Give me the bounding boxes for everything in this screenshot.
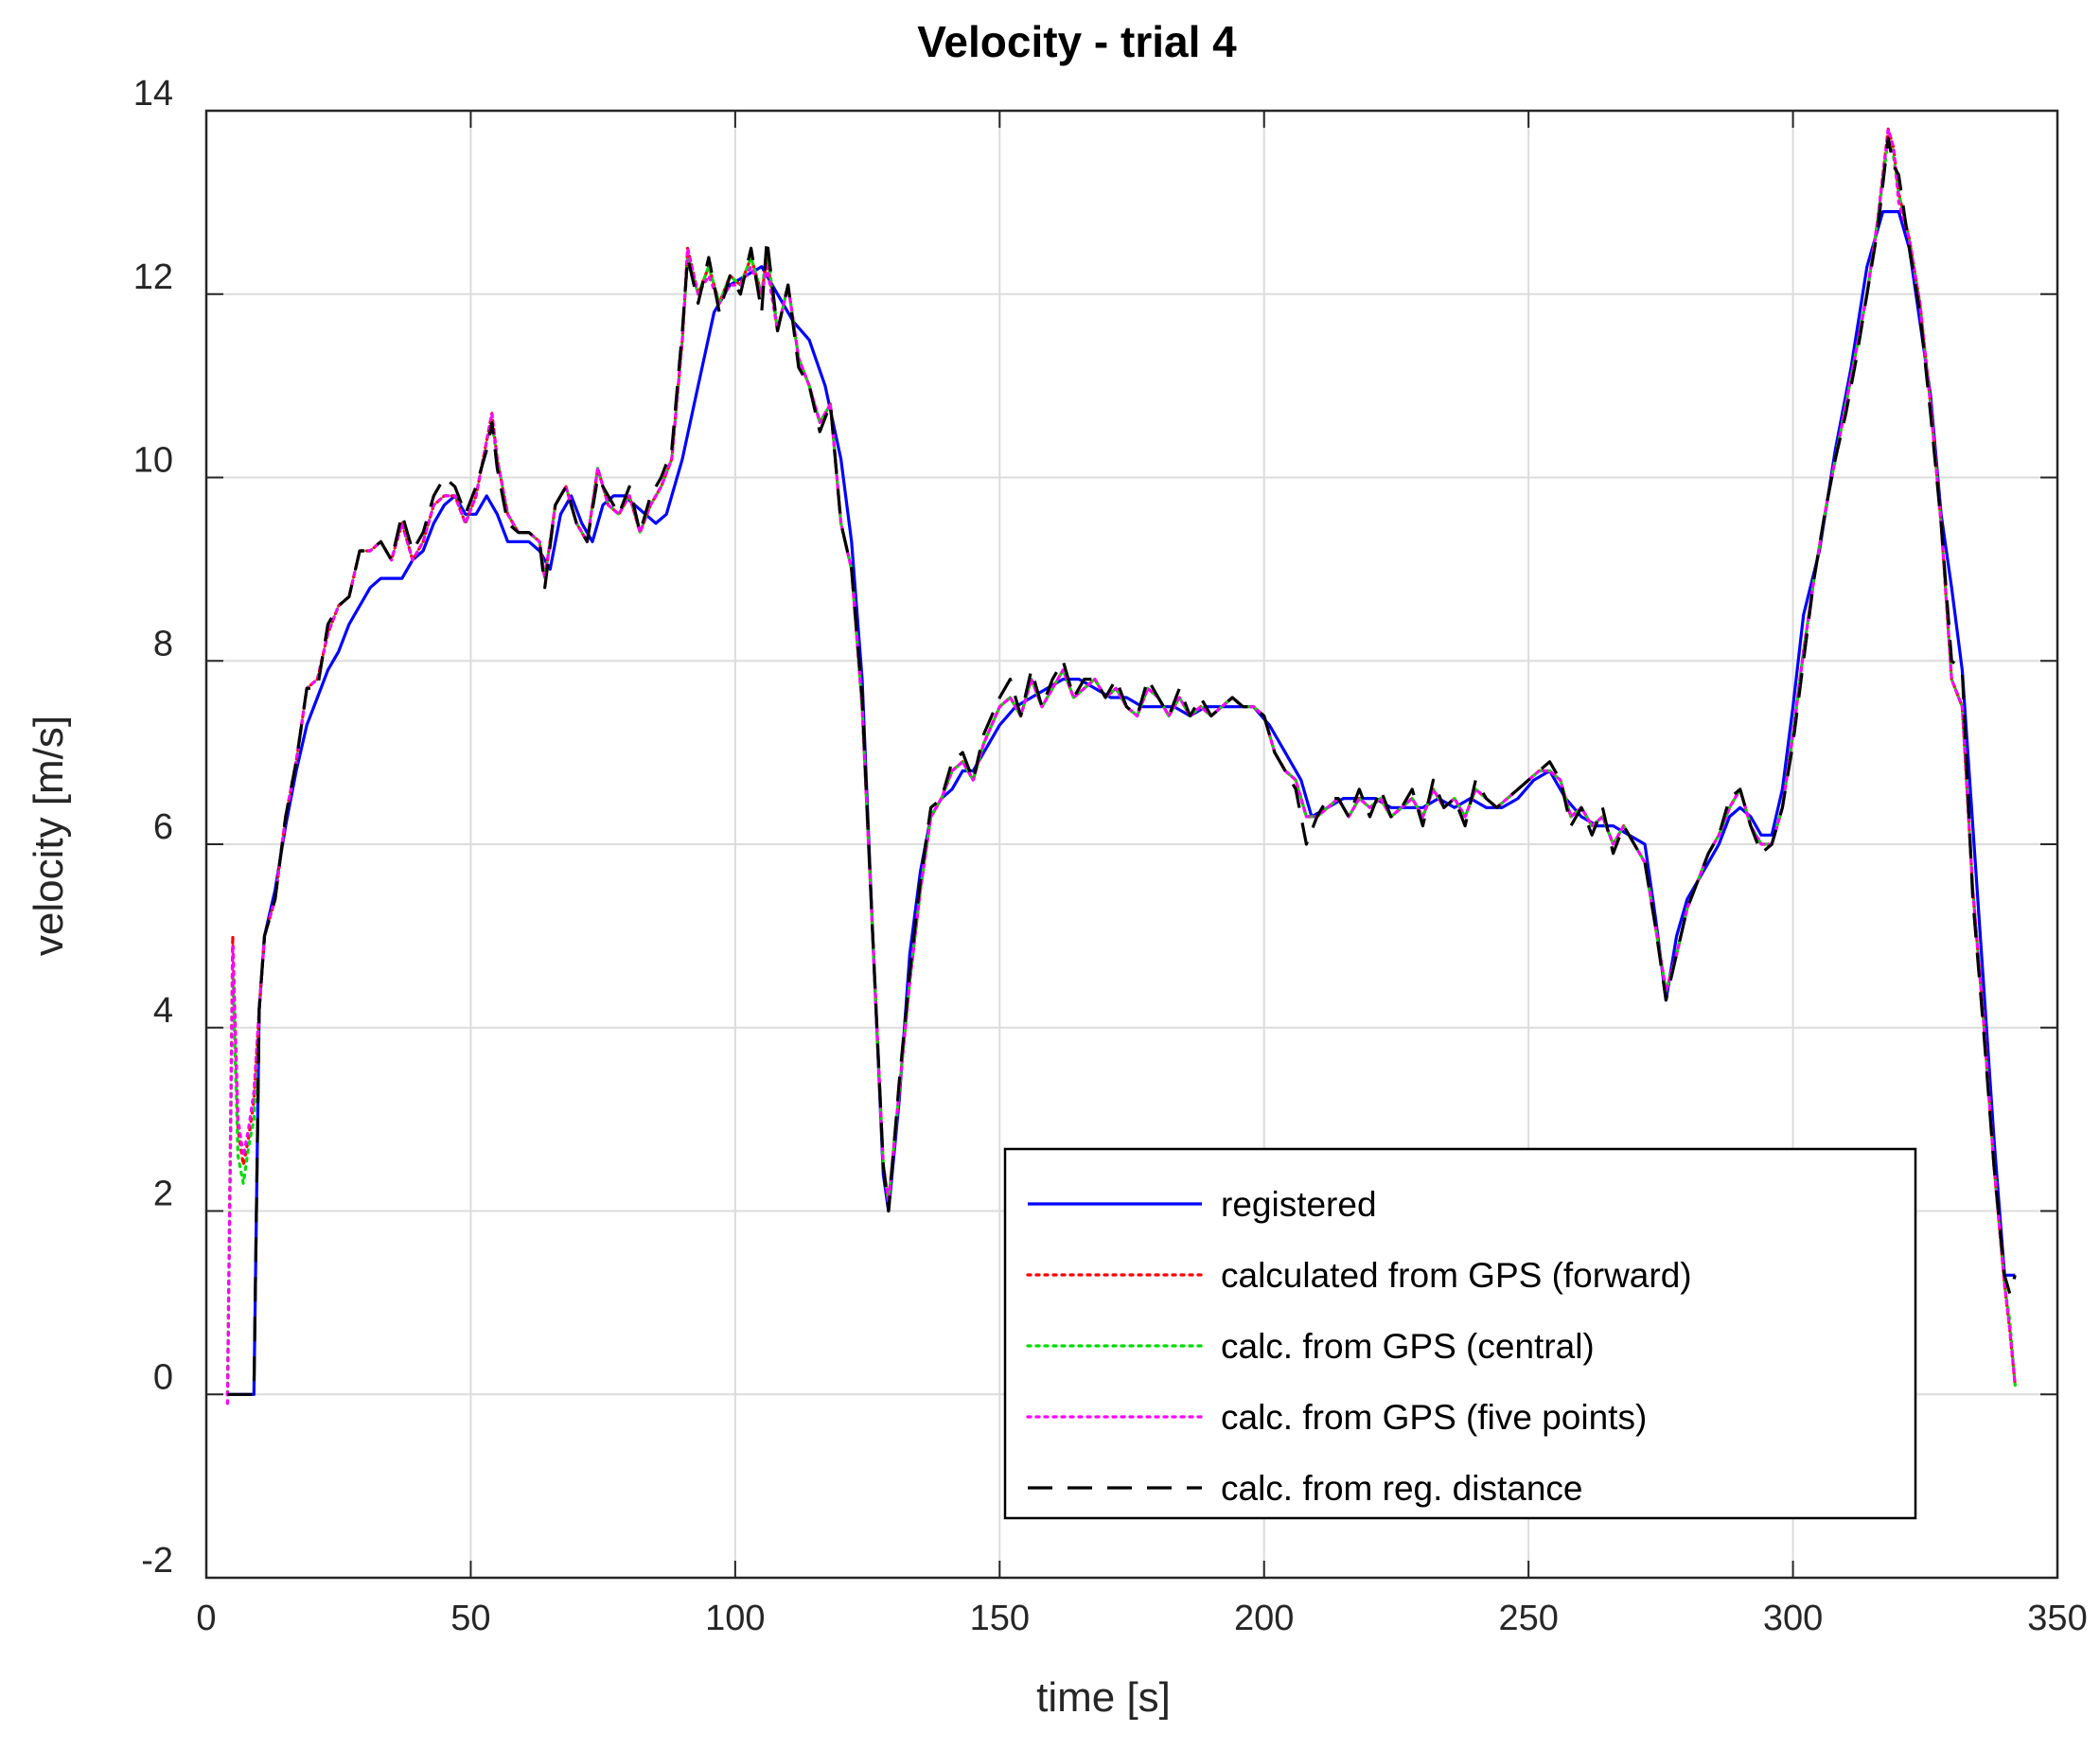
y-tick-label: 0: [153, 1357, 173, 1397]
chart-title: Velocity - trial 4: [917, 17, 1237, 66]
y-tick-label: 4: [153, 991, 173, 1031]
y-tick-label: 6: [153, 807, 173, 847]
legend-item: calculated from GPS (forward): [1026, 1256, 1692, 1295]
grid: [206, 111, 2057, 1578]
x-tick-label: 300: [1763, 1599, 1823, 1638]
series-line-0: [227, 210, 2016, 1396]
y-tick-label: -2: [141, 1541, 173, 1581]
series-lines: [225, 127, 2017, 1405]
series-line-4: [227, 136, 2017, 1396]
plot-frame: [204, 109, 2059, 1580]
legend-item: calc. from reg. distance: [1028, 1469, 1582, 1508]
y-tick-label: 10: [133, 441, 173, 481]
legend-item: calc. from GPS (five points): [1026, 1398, 1647, 1437]
x-tick-label: 50: [450, 1599, 490, 1638]
x-tick-label: 350: [2027, 1599, 2087, 1638]
x-tick-label: 150: [970, 1599, 1030, 1638]
y-tick-label: 14: [133, 74, 173, 114]
y-axis-label: velocity [m/s]: [26, 716, 72, 956]
legend-label: registered: [1221, 1185, 1377, 1224]
legend-label: calc. from GPS (central): [1221, 1327, 1595, 1366]
axis-ticks: 0 50 100 150 200 250 300 350 -2 0 2 4 6 8 10 12 14: [133, 74, 2088, 1638]
legend-item: registered: [1028, 1185, 1377, 1224]
legend-item: calc. from GPS (central): [1026, 1327, 1595, 1366]
x-tick-label: 100: [705, 1599, 765, 1638]
legend-box: [1003, 1147, 1917, 1520]
x-tick-label: 200: [1234, 1599, 1294, 1638]
y-tick-label: 2: [153, 1175, 173, 1214]
x-axis-label: time [s]: [1036, 1674, 1171, 1721]
x-tick-label: 250: [1498, 1599, 1558, 1638]
legend: registered calculated from GPS (forward) c…: [1003, 1147, 1917, 1520]
legend-label: calc. from reg. distance: [1221, 1469, 1582, 1508]
legend-label: calc. from GPS (five points): [1221, 1398, 1647, 1437]
y-tick-label: 8: [153, 624, 173, 663]
x-tick-label: 0: [196, 1599, 216, 1638]
y-tick-label: 12: [133, 257, 173, 297]
legend-label: calculated from GPS (forward): [1221, 1256, 1692, 1295]
